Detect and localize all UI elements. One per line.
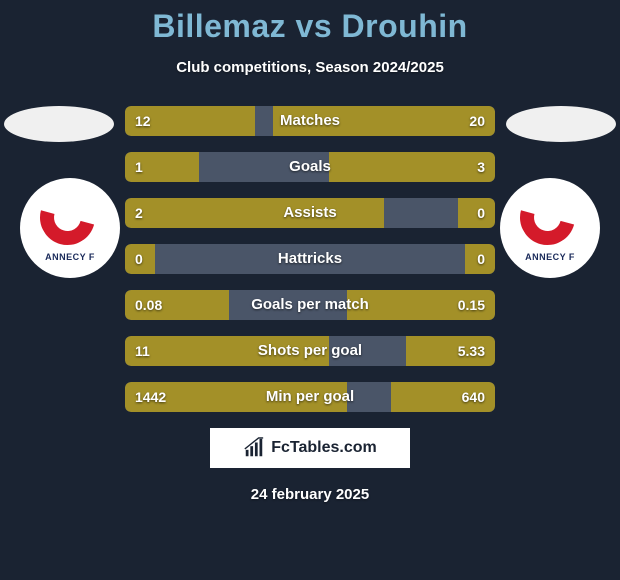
stat-bar-value-right: 0 bbox=[477, 244, 485, 274]
stat-bar-label: Matches bbox=[125, 106, 495, 136]
stat-bar-label: Goals bbox=[125, 152, 495, 182]
player2-avatar-placeholder bbox=[506, 106, 616, 142]
stat-bar-row: Matches12 20 bbox=[125, 106, 495, 136]
subtitle: Club competitions, Season 2024/2025 bbox=[0, 59, 620, 76]
page-title: Billemaz vs Drouhin bbox=[0, 0, 620, 45]
stat-bar-label: Assists bbox=[125, 198, 495, 228]
player1-club-text: ANNECY F bbox=[30, 252, 110, 262]
player2-club-badge: ANNECY F bbox=[500, 178, 600, 278]
stat-bar-value-left: 2 bbox=[135, 198, 143, 228]
stat-bar-row: Assists2 0 bbox=[125, 198, 495, 228]
stat-bar-label: Shots per goal bbox=[125, 336, 495, 366]
player2-club-text: ANNECY F bbox=[510, 252, 590, 262]
stat-bar-value-left: 11 bbox=[135, 336, 150, 366]
stat-bar-value-left: 1 bbox=[135, 152, 143, 182]
stat-bar-row: Hattricks0 0 bbox=[125, 244, 495, 274]
stat-bar-value-left: 1442 bbox=[135, 382, 166, 412]
stat-bar-value-right: 3 bbox=[477, 152, 485, 182]
stat-bar-label: Min per goal bbox=[125, 382, 495, 412]
stat-bar-row: Min per goal1442 640 bbox=[125, 382, 495, 412]
player1-avatar-placeholder bbox=[4, 106, 114, 142]
stat-bar-label: Goals per match bbox=[125, 290, 495, 320]
stat-bar-label: Hattricks bbox=[125, 244, 495, 274]
comparison-content: ANNECY F ANNECY F Matches1220Goals13Assi… bbox=[0, 106, 620, 412]
stat-bar-value-right: 0.15 bbox=[458, 290, 485, 320]
stat-bar-row: Goals1 3 bbox=[125, 152, 495, 182]
stat-bar-row: Goals per match0.08 0.15 bbox=[125, 290, 495, 320]
stat-bar-value-left: 0 bbox=[135, 244, 143, 274]
stat-bar-value-right: 20 bbox=[469, 106, 485, 136]
stat-bar-value-left: 12 bbox=[135, 106, 151, 136]
club-swoosh-icon bbox=[30, 180, 105, 255]
stat-bar-value-right: 0 bbox=[477, 198, 485, 228]
footer-logo-text: FcTables.com bbox=[271, 439, 377, 457]
footer-logo: FcTables.com bbox=[210, 428, 410, 468]
stat-bar-row: Shots per goal11 5.33 bbox=[125, 336, 495, 366]
club-swoosh-icon bbox=[510, 180, 585, 255]
chart-icon bbox=[243, 437, 265, 459]
comparison-bars: Matches1220Goals13Assists20Hattricks00Go… bbox=[125, 106, 495, 412]
player1-club-badge: ANNECY F bbox=[20, 178, 120, 278]
stat-bar-value-right: 5.33 bbox=[458, 336, 485, 366]
footer-date: 24 february 2025 bbox=[0, 486, 620, 503]
stat-bar-value-right: 640 bbox=[462, 382, 485, 412]
stat-bar-value-left: 0.08 bbox=[135, 290, 162, 320]
